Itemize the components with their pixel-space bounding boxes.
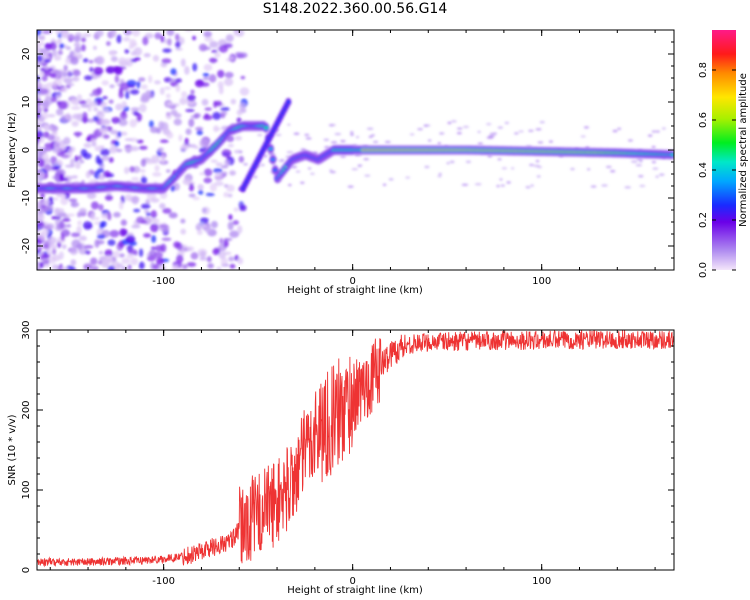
bottom-x-tick-label: 0	[349, 576, 355, 587]
top-y-tick-label: 0	[21, 147, 32, 153]
bottom-y-axis-label: SNR (10 * v/v)	[7, 414, 18, 485]
top-y-tick-label: 20	[21, 48, 32, 61]
top-x-tick-label: 100	[532, 276, 551, 287]
top-y-axis-label: Frequency (Hz)	[7, 112, 18, 188]
top-y-tick-label: -20	[21, 238, 32, 254]
colorbar-tick-label: 0.8	[698, 62, 709, 78]
bottom-y-tick-label: 0	[21, 567, 32, 573]
top-x-tick-label: -100	[152, 276, 175, 287]
bottom-y-tick-label: 200	[21, 400, 32, 419]
snr-series-line	[37, 330, 674, 568]
colorbar-tick-label: 0.4	[698, 162, 709, 178]
top-y-tick-label: 10	[21, 96, 32, 109]
colorbar-tick-label: 0.2	[698, 212, 709, 228]
snr-panel: -100 0 100 0 100 200 300 Height of straight li…	[7, 320, 675, 596]
colorbar: 0.0 0.2 0.4 0.6 0.8 Normalized spectral ampl…	[698, 30, 749, 278]
top-x-tick-label: 0	[349, 276, 355, 287]
colorbar-label: Normalized spectral amplitude	[738, 73, 749, 227]
colorbar-gradient	[712, 30, 736, 270]
bottom-y-tick-label: 100	[21, 480, 32, 499]
chart-title: S148.2022.360.00.56.G14	[262, 1, 448, 17]
bottom-x-tick-label: 100	[532, 576, 551, 587]
bottom-y-tick-label: 300	[21, 320, 32, 339]
colorbar-tick-label: 0.0	[698, 262, 709, 278]
bottom-plot-frame	[36, 329, 675, 571]
bottom-x-axis-label: Height of straight line (km)	[287, 585, 423, 596]
bottom-x-tick-label: -100	[152, 576, 175, 587]
colorbar-tick-label: 0.6	[698, 112, 709, 128]
top-y-tick-label: -10	[21, 190, 32, 206]
top-x-axis-label: Height of straight line (km)	[287, 285, 423, 296]
spectrogram-heatmap	[37, 30, 674, 270]
